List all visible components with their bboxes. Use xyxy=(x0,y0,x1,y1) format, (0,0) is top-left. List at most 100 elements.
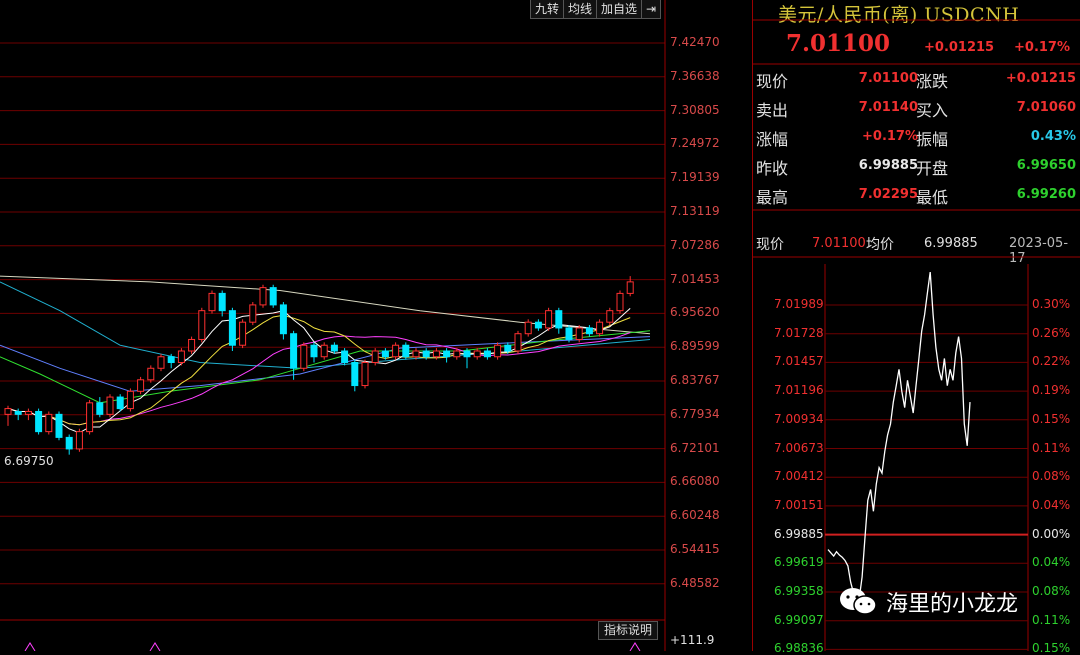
quote-row: 涨幅 +0.17% 振幅 0.43% xyxy=(752,122,1080,151)
kline-candle xyxy=(351,359,359,392)
intraday-y-tick: 7.00673 xyxy=(774,440,824,455)
kline-candle xyxy=(228,307,236,351)
quote-value: 0.43% xyxy=(1030,129,1076,144)
intraday-avg-value: 6.99885 xyxy=(924,236,978,251)
intraday-y-tick: 7.01989 xyxy=(774,297,824,311)
kline-candle xyxy=(208,290,216,314)
kline-candle xyxy=(361,359,369,389)
quote-label: 振幅 xyxy=(916,130,949,149)
intraday-chart[interactable] xyxy=(752,0,1080,651)
panel-divider xyxy=(752,0,753,651)
kline-candle xyxy=(218,290,226,317)
kline-candle xyxy=(483,348,491,360)
kline-candle xyxy=(596,319,604,337)
ma5-line xyxy=(7,308,631,434)
intraday-pct-tick: 0.04% xyxy=(1032,555,1071,570)
indicator-mark xyxy=(629,642,641,651)
kline-candle xyxy=(504,342,512,354)
intraday-y-tick: 7.00934 xyxy=(774,411,824,426)
kline-candle xyxy=(4,405,12,426)
quote-row: 昨收 6.99885 开盘 6.99650 xyxy=(752,151,1080,180)
ma30-line xyxy=(0,330,651,404)
kline-candle xyxy=(126,388,134,412)
kline-y-tick: 7.30805 xyxy=(670,102,720,117)
intraday-y-tick: 6.99358 xyxy=(774,584,824,598)
kline-y-tick: 7.42470 xyxy=(670,35,720,49)
intraday-y-tick: 7.01457 xyxy=(774,354,824,369)
kline-candle xyxy=(86,399,94,435)
kline-candle xyxy=(555,307,563,334)
price-change: +0.01215 xyxy=(924,40,995,55)
kline-y-tick: 7.36638 xyxy=(670,68,720,83)
kline-candle xyxy=(514,330,522,354)
toolbar-add-watchlist-button[interactable]: 加自选 xyxy=(596,0,643,19)
intraday-pct-tick: 0.30% xyxy=(1032,297,1071,311)
intraday-y-tick: 7.00412 xyxy=(774,469,824,484)
kline-chart[interactable] xyxy=(0,0,752,651)
indicator-mark xyxy=(149,642,161,651)
quote-row: 现价 7.01100 涨跌 +0.01215 xyxy=(752,64,1080,93)
kline-candle xyxy=(177,348,185,366)
kline-y-tick: 6.60248 xyxy=(670,508,720,523)
intraday-pct-tick: 0.15% xyxy=(1032,641,1071,655)
kline-candle xyxy=(320,342,328,360)
quote-label: 最高 xyxy=(756,188,789,207)
intraday-y-tick: 6.99885 xyxy=(774,526,824,541)
kline-candle xyxy=(14,408,22,421)
kline-candle xyxy=(65,434,73,455)
kline-candle xyxy=(575,325,583,343)
intraday-pct-tick: 0.15% xyxy=(1032,411,1071,426)
kline-candle xyxy=(381,348,389,360)
ma250-line xyxy=(0,275,651,335)
quote-panel: 美元/人民币(离) USDCNH 7.01100 +0.01215 +0.17%… xyxy=(752,0,1080,655)
watermark: 海里的小龙龙 xyxy=(838,584,1018,620)
kline-y-tick: 6.66080 xyxy=(670,474,720,489)
kline-candle xyxy=(392,342,400,360)
kline-candle xyxy=(259,284,267,308)
intraday-avg-label: 均价 xyxy=(866,237,894,253)
kline-y-tick: 6.48582 xyxy=(670,575,720,590)
intraday-pct-tick: 0.22% xyxy=(1032,354,1071,369)
intraday-pct-tick: 0.04% xyxy=(1032,497,1071,512)
kline-y-tick: 7.07286 xyxy=(670,237,720,252)
intraday-pct-tick: 0.19% xyxy=(1032,383,1071,398)
indicator-help-button[interactable]: 指标说明 xyxy=(598,621,659,640)
quote-label: 买入 xyxy=(916,101,949,120)
price-change-percent: +0.17% xyxy=(1014,40,1070,55)
quote-value: 6.99260 xyxy=(1016,187,1076,202)
kline-candle xyxy=(300,342,308,372)
kline-candle xyxy=(75,428,83,452)
indicator-value: +111.9 xyxy=(670,633,715,647)
kline-y-tick: 6.77934 xyxy=(670,406,720,421)
kline-candle xyxy=(565,325,573,343)
toolbar-jiuzhuan-button[interactable]: 九转 xyxy=(530,0,565,19)
kline-candle xyxy=(432,348,440,360)
intraday-pct-tick: 0.00% xyxy=(1032,526,1071,541)
kline-candle xyxy=(157,353,165,372)
kline-candle xyxy=(585,325,593,337)
intraday-now-label: 现价 xyxy=(756,237,784,253)
quote-label: 昨收 xyxy=(756,159,789,178)
intraday-y-tick: 6.99097 xyxy=(774,612,824,627)
quote-value: 7.02295 xyxy=(858,187,918,202)
kline-candle xyxy=(606,307,614,326)
quote-label: 涨幅 xyxy=(756,130,789,149)
ma20-line xyxy=(7,332,631,426)
intraday-pct-tick: 0.26% xyxy=(1032,325,1071,340)
quote-label: 最低 xyxy=(916,188,949,207)
kline-candle xyxy=(443,348,451,363)
kline-y-tick: 7.01453 xyxy=(670,271,720,286)
quote-value: +0.17% xyxy=(862,129,918,144)
kline-panel[interactable]: 九转 均线 加自选 ⇥ 7.42470 7.36638 7.30805 7.24972… xyxy=(0,0,752,651)
kline-candle xyxy=(524,319,532,337)
kline-candle xyxy=(45,411,53,435)
ma60-line xyxy=(0,336,651,392)
kline-candle xyxy=(167,353,175,369)
kline-candle xyxy=(116,394,124,412)
quote-label: 卖出 xyxy=(756,101,789,120)
kline-y-tick: 6.54415 xyxy=(670,542,720,556)
quote-label: 涨跌 xyxy=(916,72,949,91)
toolbar-collapse-icon[interactable]: ⇥ xyxy=(641,0,662,19)
toolbar-ma-button[interactable]: 均线 xyxy=(563,0,598,19)
kline-candle xyxy=(453,348,461,360)
